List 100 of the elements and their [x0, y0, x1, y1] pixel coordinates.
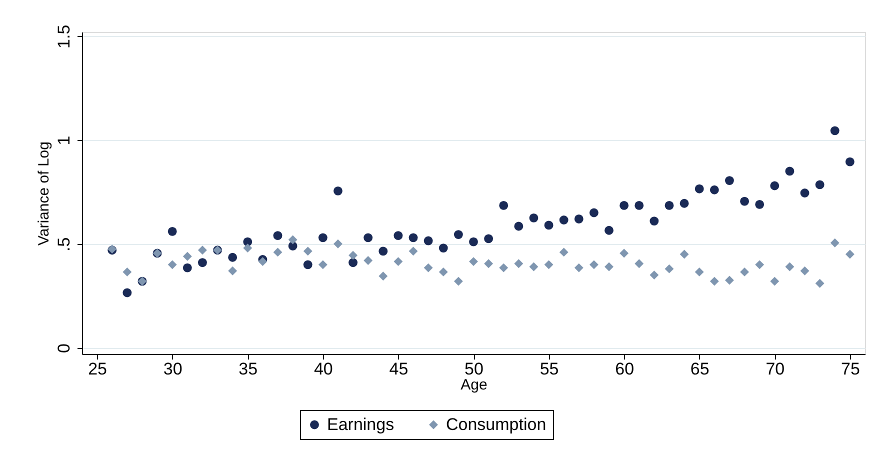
point [182, 263, 192, 272]
x-tick-label: 65 [690, 360, 710, 378]
point [725, 276, 734, 285]
point [334, 239, 342, 248]
point [650, 270, 659, 280]
point [378, 246, 388, 256]
point [785, 262, 794, 272]
point [680, 198, 689, 208]
point [710, 185, 719, 194]
y-tick-label: .5 [54, 237, 74, 252]
point [198, 258, 207, 268]
point [168, 260, 177, 270]
point [845, 157, 854, 166]
point [469, 237, 478, 246]
point [469, 257, 478, 266]
y-axis-title: Variance of Log [36, 142, 52, 246]
point [273, 231, 282, 240]
point [604, 226, 614, 235]
point [408, 233, 418, 242]
point [438, 244, 448, 253]
point [544, 260, 554, 270]
x-tick-label: 55 [540, 360, 559, 378]
point [589, 208, 598, 218]
point [755, 260, 764, 270]
point [318, 233, 328, 242]
x-tick-label: 75 [840, 360, 860, 378]
point [364, 233, 373, 242]
point [182, 252, 192, 261]
point [514, 259, 524, 268]
point [710, 276, 719, 286]
legend-label: Earnings [327, 414, 394, 434]
point [620, 248, 629, 258]
point [664, 264, 674, 274]
point [634, 201, 644, 210]
x-axis-title: Age [460, 376, 488, 394]
point [228, 252, 238, 262]
point [634, 259, 644, 268]
point [198, 246, 207, 255]
point [815, 180, 824, 190]
point [815, 278, 824, 288]
point [604, 262, 614, 272]
point [574, 263, 584, 272]
x-tick-label: 25 [88, 360, 108, 378]
point [394, 257, 403, 266]
x-tick-label: 70 [766, 360, 785, 378]
point [830, 238, 840, 248]
point [800, 188, 810, 198]
point [424, 263, 433, 272]
point [303, 246, 312, 256]
y-tick-label: 0 [54, 344, 74, 353]
point [544, 220, 554, 230]
y-tick-label: 1.5 [54, 24, 74, 48]
point [243, 244, 252, 253]
point [574, 214, 584, 224]
x-tick-label: 35 [238, 360, 258, 378]
point [258, 257, 268, 266]
point [770, 181, 780, 190]
x-tick-label: 60 [615, 360, 634, 378]
point [559, 216, 568, 224]
point [394, 231, 403, 240]
x-tick-label: 40 [314, 360, 333, 378]
x-tick-label: 50 [464, 360, 484, 378]
point [529, 213, 538, 222]
point [740, 267, 750, 276]
point [680, 250, 689, 259]
point [122, 288, 132, 298]
point [845, 250, 854, 259]
point [454, 276, 463, 286]
point [484, 234, 494, 244]
point [348, 250, 358, 260]
point [273, 248, 282, 257]
point [830, 126, 840, 136]
point [529, 262, 538, 272]
point [740, 196, 750, 206]
point [620, 201, 629, 210]
point [348, 258, 358, 268]
y-tick-label: 1 [54, 136, 74, 146]
point [378, 272, 388, 281]
point [514, 222, 524, 231]
point [424, 236, 433, 246]
point [408, 246, 418, 256]
point [334, 186, 342, 196]
point [559, 248, 568, 257]
x-tick-label: 45 [389, 360, 408, 378]
point [288, 235, 298, 244]
point [484, 259, 494, 268]
x-tick-label: 30 [163, 360, 182, 378]
point [438, 267, 448, 276]
point [770, 276, 780, 286]
point [694, 267, 704, 276]
point [499, 201, 508, 210]
point [785, 166, 794, 176]
point [755, 200, 764, 209]
point [499, 263, 508, 272]
point [168, 226, 177, 236]
point [694, 184, 704, 194]
point [664, 201, 674, 210]
point [122, 267, 132, 276]
point [650, 216, 659, 226]
point [725, 176, 734, 185]
